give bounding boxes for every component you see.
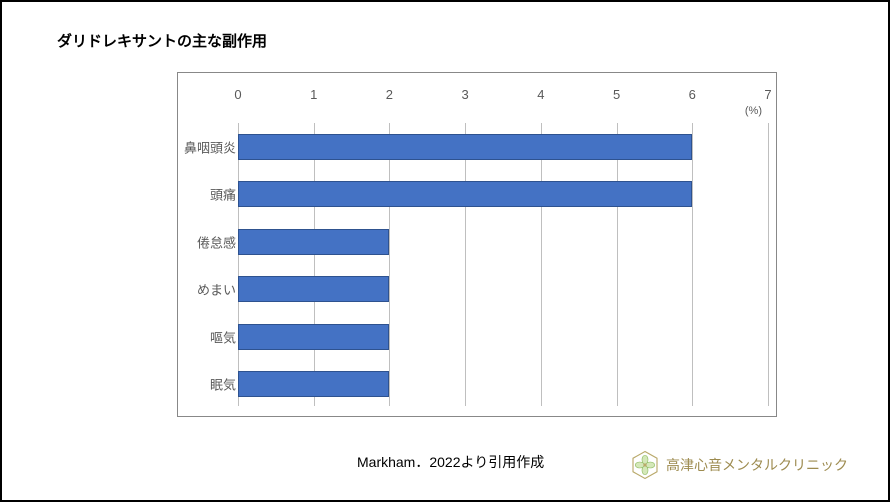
x-tick-label: 7 xyxy=(764,87,771,102)
x-tick-label: 4 xyxy=(537,87,544,102)
x-tick-label: 2 xyxy=(386,87,393,102)
clinic-branding: 高津心音メンタルクリニック xyxy=(630,450,848,480)
gridline xyxy=(541,123,542,406)
bar xyxy=(238,134,692,160)
gridline xyxy=(238,123,239,406)
bar xyxy=(238,229,389,255)
bar xyxy=(238,371,389,397)
gridline xyxy=(465,123,466,406)
x-tick-label: 3 xyxy=(462,87,469,102)
y-tick-label: 頭痛 xyxy=(210,185,236,204)
gridline xyxy=(768,123,769,406)
chart-title: ダリドレキサントの主な副作用 xyxy=(57,30,267,51)
clinic-logo-icon xyxy=(630,450,660,480)
bar xyxy=(238,181,692,207)
x-tick-label: 1 xyxy=(310,87,317,102)
chart-container: (%) 0 1 2 3 4 5 6 7 鼻咽頭炎頭痛倦怠感めまい嘔気眠気 xyxy=(177,72,777,417)
x-tick-label: 5 xyxy=(613,87,620,102)
plot-area xyxy=(238,123,766,406)
y-tick-label: 眠気 xyxy=(210,375,236,394)
gridline xyxy=(389,123,390,406)
y-tick-label: 鼻咽頭炎 xyxy=(184,137,236,156)
y-tick-label: 嘔気 xyxy=(210,327,236,346)
bar xyxy=(238,276,389,302)
x-tick-label: 0 xyxy=(234,87,241,102)
x-axis-unit: (%) xyxy=(745,105,762,117)
gridline xyxy=(617,123,618,406)
bar xyxy=(238,324,389,350)
x-tick-label: 6 xyxy=(689,87,696,102)
y-tick-label: 倦怠感 xyxy=(197,232,236,251)
clinic-name: 高津心音メンタルクリニック xyxy=(666,455,848,475)
y-tick-label: めまい xyxy=(197,280,236,299)
gridline xyxy=(692,123,693,406)
citation-text: Markham．2022より引用作成 xyxy=(357,452,544,472)
gridline xyxy=(314,123,315,406)
